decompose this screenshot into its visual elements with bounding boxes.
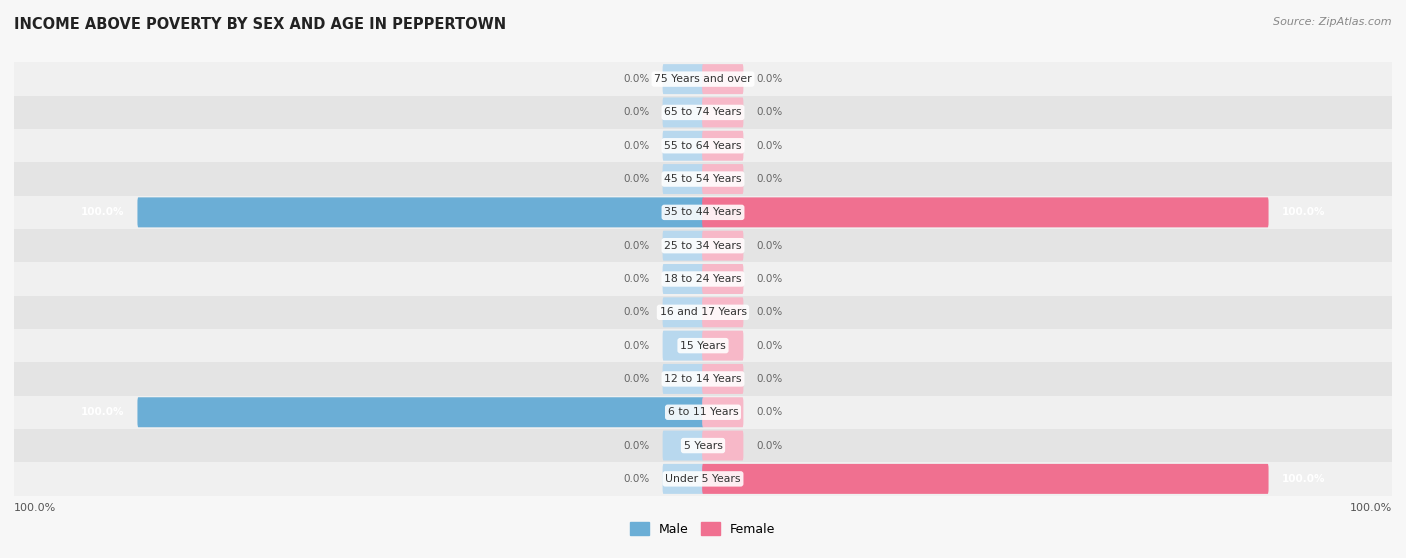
- Text: 0.0%: 0.0%: [623, 307, 650, 318]
- Bar: [14, 129, 1392, 162]
- FancyBboxPatch shape: [662, 431, 704, 460]
- FancyBboxPatch shape: [702, 397, 744, 427]
- Text: 0.0%: 0.0%: [623, 374, 650, 384]
- Text: 0.0%: 0.0%: [623, 108, 650, 117]
- Bar: [14, 162, 1392, 196]
- FancyBboxPatch shape: [702, 98, 744, 127]
- Text: 35 to 44 Years: 35 to 44 Years: [664, 208, 742, 218]
- FancyBboxPatch shape: [702, 230, 744, 261]
- Bar: [14, 262, 1392, 296]
- Text: 0.0%: 0.0%: [623, 340, 650, 350]
- Text: 0.0%: 0.0%: [756, 274, 783, 284]
- Text: 0.0%: 0.0%: [756, 240, 783, 251]
- Text: 5 Years: 5 Years: [683, 441, 723, 450]
- FancyBboxPatch shape: [662, 98, 704, 127]
- Text: 0.0%: 0.0%: [756, 374, 783, 384]
- Text: 0.0%: 0.0%: [623, 240, 650, 251]
- Text: 0.0%: 0.0%: [756, 74, 783, 84]
- FancyBboxPatch shape: [702, 131, 744, 161]
- Text: 15 Years: 15 Years: [681, 340, 725, 350]
- FancyBboxPatch shape: [702, 297, 744, 328]
- Bar: [14, 62, 1392, 96]
- FancyBboxPatch shape: [702, 364, 744, 394]
- FancyBboxPatch shape: [662, 364, 704, 394]
- FancyBboxPatch shape: [702, 431, 744, 460]
- Text: 100.0%: 100.0%: [1282, 474, 1326, 484]
- Bar: [14, 329, 1392, 362]
- Text: 0.0%: 0.0%: [756, 141, 783, 151]
- FancyBboxPatch shape: [138, 397, 704, 427]
- FancyBboxPatch shape: [662, 230, 704, 261]
- FancyBboxPatch shape: [138, 198, 704, 227]
- Text: 0.0%: 0.0%: [756, 340, 783, 350]
- Bar: [14, 396, 1392, 429]
- Bar: [14, 196, 1392, 229]
- Text: 0.0%: 0.0%: [623, 74, 650, 84]
- FancyBboxPatch shape: [662, 264, 704, 294]
- Text: 55 to 64 Years: 55 to 64 Years: [664, 141, 742, 151]
- Text: 25 to 34 Years: 25 to 34 Years: [664, 240, 742, 251]
- Bar: [14, 429, 1392, 462]
- FancyBboxPatch shape: [702, 464, 1268, 494]
- Text: 0.0%: 0.0%: [756, 407, 783, 417]
- Text: 100.0%: 100.0%: [80, 208, 124, 218]
- Text: 45 to 54 Years: 45 to 54 Years: [664, 174, 742, 184]
- Text: 65 to 74 Years: 65 to 74 Years: [664, 108, 742, 117]
- FancyBboxPatch shape: [662, 464, 704, 494]
- Text: 75 Years and over: 75 Years and over: [654, 74, 752, 84]
- Text: 12 to 14 Years: 12 to 14 Years: [664, 374, 742, 384]
- FancyBboxPatch shape: [662, 64, 704, 94]
- Text: INCOME ABOVE POVERTY BY SEX AND AGE IN PEPPERTOWN: INCOME ABOVE POVERTY BY SEX AND AGE IN P…: [14, 17, 506, 32]
- Text: 6 to 11 Years: 6 to 11 Years: [668, 407, 738, 417]
- FancyBboxPatch shape: [662, 297, 704, 328]
- Text: 18 to 24 Years: 18 to 24 Years: [664, 274, 742, 284]
- Bar: [14, 296, 1392, 329]
- Text: Source: ZipAtlas.com: Source: ZipAtlas.com: [1274, 17, 1392, 27]
- Text: 0.0%: 0.0%: [623, 141, 650, 151]
- FancyBboxPatch shape: [662, 164, 704, 194]
- Bar: [14, 96, 1392, 129]
- Legend: Male, Female: Male, Female: [626, 517, 780, 541]
- Bar: [14, 462, 1392, 496]
- Bar: [14, 362, 1392, 396]
- Text: 0.0%: 0.0%: [623, 441, 650, 450]
- FancyBboxPatch shape: [702, 164, 744, 194]
- FancyBboxPatch shape: [702, 331, 744, 360]
- FancyBboxPatch shape: [662, 331, 704, 360]
- Text: 0.0%: 0.0%: [623, 174, 650, 184]
- Text: 0.0%: 0.0%: [756, 441, 783, 450]
- FancyBboxPatch shape: [662, 131, 704, 161]
- Text: 100.0%: 100.0%: [80, 407, 124, 417]
- FancyBboxPatch shape: [702, 64, 744, 94]
- FancyBboxPatch shape: [702, 264, 744, 294]
- Text: Under 5 Years: Under 5 Years: [665, 474, 741, 484]
- Text: 100.0%: 100.0%: [14, 503, 56, 513]
- Bar: [14, 229, 1392, 262]
- Text: 100.0%: 100.0%: [1282, 208, 1326, 218]
- Text: 100.0%: 100.0%: [1350, 503, 1392, 513]
- Text: 16 and 17 Years: 16 and 17 Years: [659, 307, 747, 318]
- Text: 0.0%: 0.0%: [756, 174, 783, 184]
- Text: 0.0%: 0.0%: [623, 474, 650, 484]
- Text: 0.0%: 0.0%: [756, 108, 783, 117]
- Text: 0.0%: 0.0%: [623, 274, 650, 284]
- FancyBboxPatch shape: [702, 198, 1268, 227]
- Text: 0.0%: 0.0%: [756, 307, 783, 318]
